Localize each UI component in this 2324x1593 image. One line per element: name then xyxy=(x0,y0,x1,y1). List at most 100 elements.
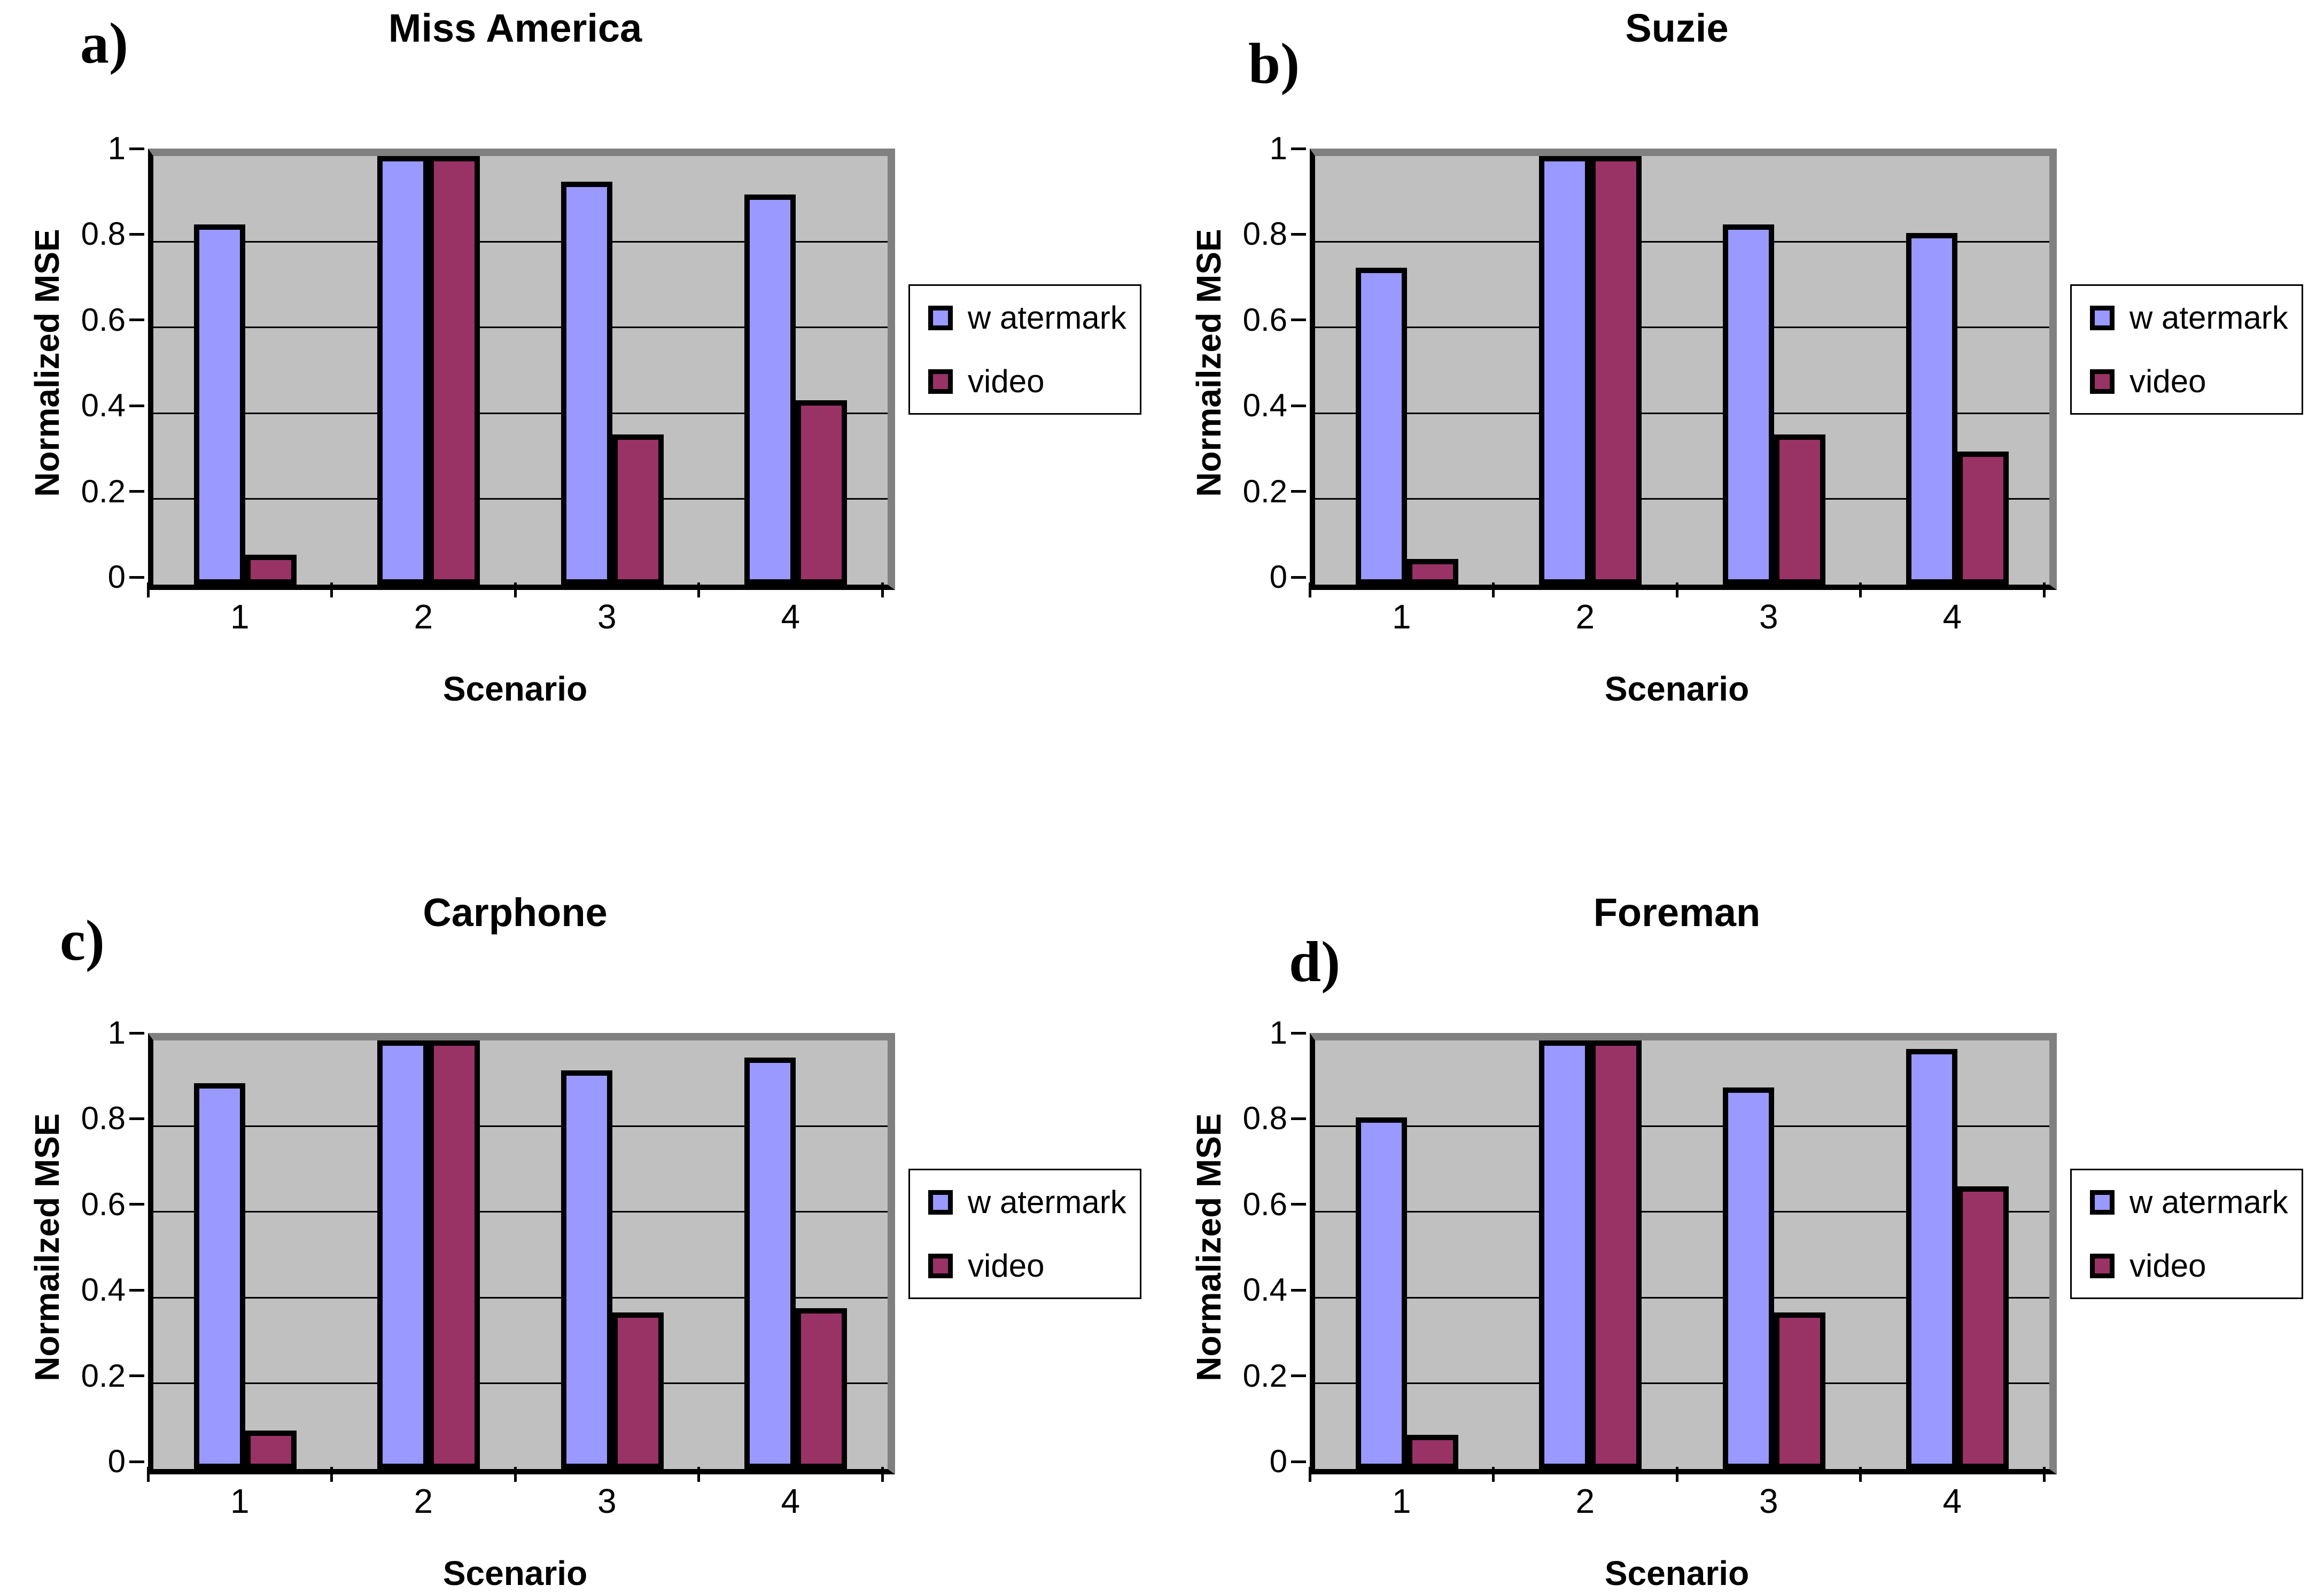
y-tick-label-0.6: 0.6 xyxy=(1242,1186,1287,1222)
y-tick-label-1: 1 xyxy=(1269,130,1287,166)
bar-video-scenario-2 xyxy=(1590,156,1642,585)
y-tick-mark xyxy=(129,1203,144,1206)
y-tick-label-0: 0 xyxy=(107,559,126,595)
gridline-0.8 xyxy=(153,1125,888,1127)
bar-video-scenario-4 xyxy=(1957,1186,2009,1469)
y-tick-label-0.4: 0.4 xyxy=(81,1272,126,1308)
plot-area xyxy=(148,149,895,590)
legend-label-watermark: w atermark xyxy=(968,1184,1126,1220)
y-tick-label-0.6: 0.6 xyxy=(1242,301,1287,338)
legend-item-video: video xyxy=(2090,365,2302,398)
x-tick-label-1: 1 xyxy=(1392,1482,1411,1520)
legend-label-watermark: w atermark xyxy=(2129,1184,2288,1220)
gridline-0.4 xyxy=(153,1296,888,1299)
gridline-0.8 xyxy=(1315,1125,2049,1127)
x-tick-mark xyxy=(1859,1467,1862,1482)
x-tick-mark xyxy=(2042,1467,2046,1482)
bar-watermark-scenario-3 xyxy=(561,1070,612,1469)
chart-title: Miss America xyxy=(388,6,642,50)
y-tick-label-0: 0 xyxy=(1269,559,1287,595)
bar-watermark-scenario-3 xyxy=(1722,224,1774,585)
x-tick-label-2: 2 xyxy=(414,597,433,636)
bar-watermark-scenario-4 xyxy=(1906,1049,1958,1469)
bar-video-scenario-2 xyxy=(1590,1040,1642,1469)
legend-label-video: video xyxy=(968,363,1045,399)
bar-video-scenario-3 xyxy=(1774,434,1825,585)
legend: w atermark video xyxy=(908,284,1141,415)
x-axis-title: Scenario xyxy=(1604,670,1750,708)
bar-video-scenario-3 xyxy=(1774,1312,1825,1469)
y-axis-title: Normailzed MSE xyxy=(1190,229,1228,497)
y-tick-label-0.2: 0.2 xyxy=(1242,473,1287,509)
legend: w atermark video xyxy=(2070,284,2303,415)
legend-label-video: video xyxy=(2129,1247,2206,1284)
plot-area xyxy=(1310,149,2057,590)
y-tick-mark xyxy=(1291,1117,1306,1120)
gridline-0.4 xyxy=(1315,1296,2049,1299)
panel-label-c: c) xyxy=(60,909,105,973)
gridline-0.6 xyxy=(1315,1211,2049,1213)
y-tick-label-0.8: 0.8 xyxy=(81,1100,126,1137)
y-tick-label-1: 1 xyxy=(107,1015,126,1051)
x-tick-label-3: 3 xyxy=(1759,1482,1778,1520)
bar-watermark-scenario-2 xyxy=(1539,156,1591,585)
y-tick-mark xyxy=(1291,1374,1306,1378)
bar-video-scenario-3 xyxy=(612,434,664,585)
y-tick-mark xyxy=(129,232,144,236)
gridline-0.8 xyxy=(153,240,888,243)
legend-label-watermark: w atermark xyxy=(2129,299,2288,336)
x-tick-label-3: 3 xyxy=(597,1482,617,1520)
y-tick-mark xyxy=(1291,318,1306,322)
x-tick-mark xyxy=(697,582,700,597)
y-tick-mark xyxy=(129,318,144,322)
x-tick-mark xyxy=(1675,582,1678,597)
panel-label-a: a) xyxy=(80,12,128,75)
x-tick-mark xyxy=(146,1467,150,1482)
bar-video-scenario-4 xyxy=(796,1308,848,1469)
video-swatch-icon xyxy=(2090,369,2115,394)
y-tick-mark xyxy=(129,1288,144,1292)
video-swatch-icon xyxy=(928,369,953,394)
bar-watermark-scenario-3 xyxy=(561,182,612,585)
bar-video-scenario-2 xyxy=(429,1040,480,1469)
x-tick-mark xyxy=(881,1467,884,1482)
bar-video-scenario-4 xyxy=(1957,452,2009,585)
legend-label-watermark: w atermark xyxy=(968,299,1126,336)
x-tick-mark xyxy=(330,1467,333,1482)
y-tick-label-0.4: 0.4 xyxy=(1242,1272,1287,1308)
chart-title: Carphone xyxy=(423,890,608,935)
x-tick-mark xyxy=(1859,582,1862,597)
x-tick-mark xyxy=(697,1467,700,1482)
y-tick-mark xyxy=(129,576,144,579)
legend: w atermark video xyxy=(908,1169,1141,1299)
watermark-swatch-icon xyxy=(2090,1190,2115,1215)
x-tick-mark xyxy=(1308,582,1311,597)
chart-carphone: c) Carphone Normailzed MSE Scenario w at… xyxy=(0,788,1162,1592)
gridline-0.2 xyxy=(153,1382,888,1385)
y-tick-mark xyxy=(129,147,144,150)
gridline-0.2 xyxy=(1315,1382,2049,1385)
y-tick-mark xyxy=(129,1460,144,1463)
y-tick-label-0: 0 xyxy=(1269,1443,1287,1479)
y-tick-label-0.6: 0.6 xyxy=(81,301,126,338)
x-tick-label-1: 1 xyxy=(1392,597,1411,636)
y-tick-mark xyxy=(1291,147,1306,150)
x-axis-title: Scenario xyxy=(442,670,588,708)
y-tick-mark xyxy=(129,404,144,407)
legend-item-video: video xyxy=(928,363,1140,399)
x-tick-label-4: 4 xyxy=(1942,1482,1962,1520)
x-tick-label-4: 4 xyxy=(1942,597,1962,636)
y-tick-mark xyxy=(129,1117,144,1120)
x-tick-mark xyxy=(2042,582,2046,597)
video-swatch-icon xyxy=(928,1253,953,1278)
y-tick-mark xyxy=(1291,1460,1306,1463)
bar-watermark-scenario-3 xyxy=(1722,1087,1774,1469)
x-axis-title: Scenario xyxy=(442,1554,588,1592)
legend-item-watermark: w atermark xyxy=(2090,1186,2302,1218)
y-tick-label-0.4: 0.4 xyxy=(81,387,126,424)
x-tick-mark xyxy=(514,1467,517,1482)
y-tick-label-0.2: 0.2 xyxy=(81,1357,126,1394)
bar-video-scenario-1 xyxy=(245,1430,297,1469)
y-axis-title: Normailzed MSE xyxy=(28,1113,66,1381)
